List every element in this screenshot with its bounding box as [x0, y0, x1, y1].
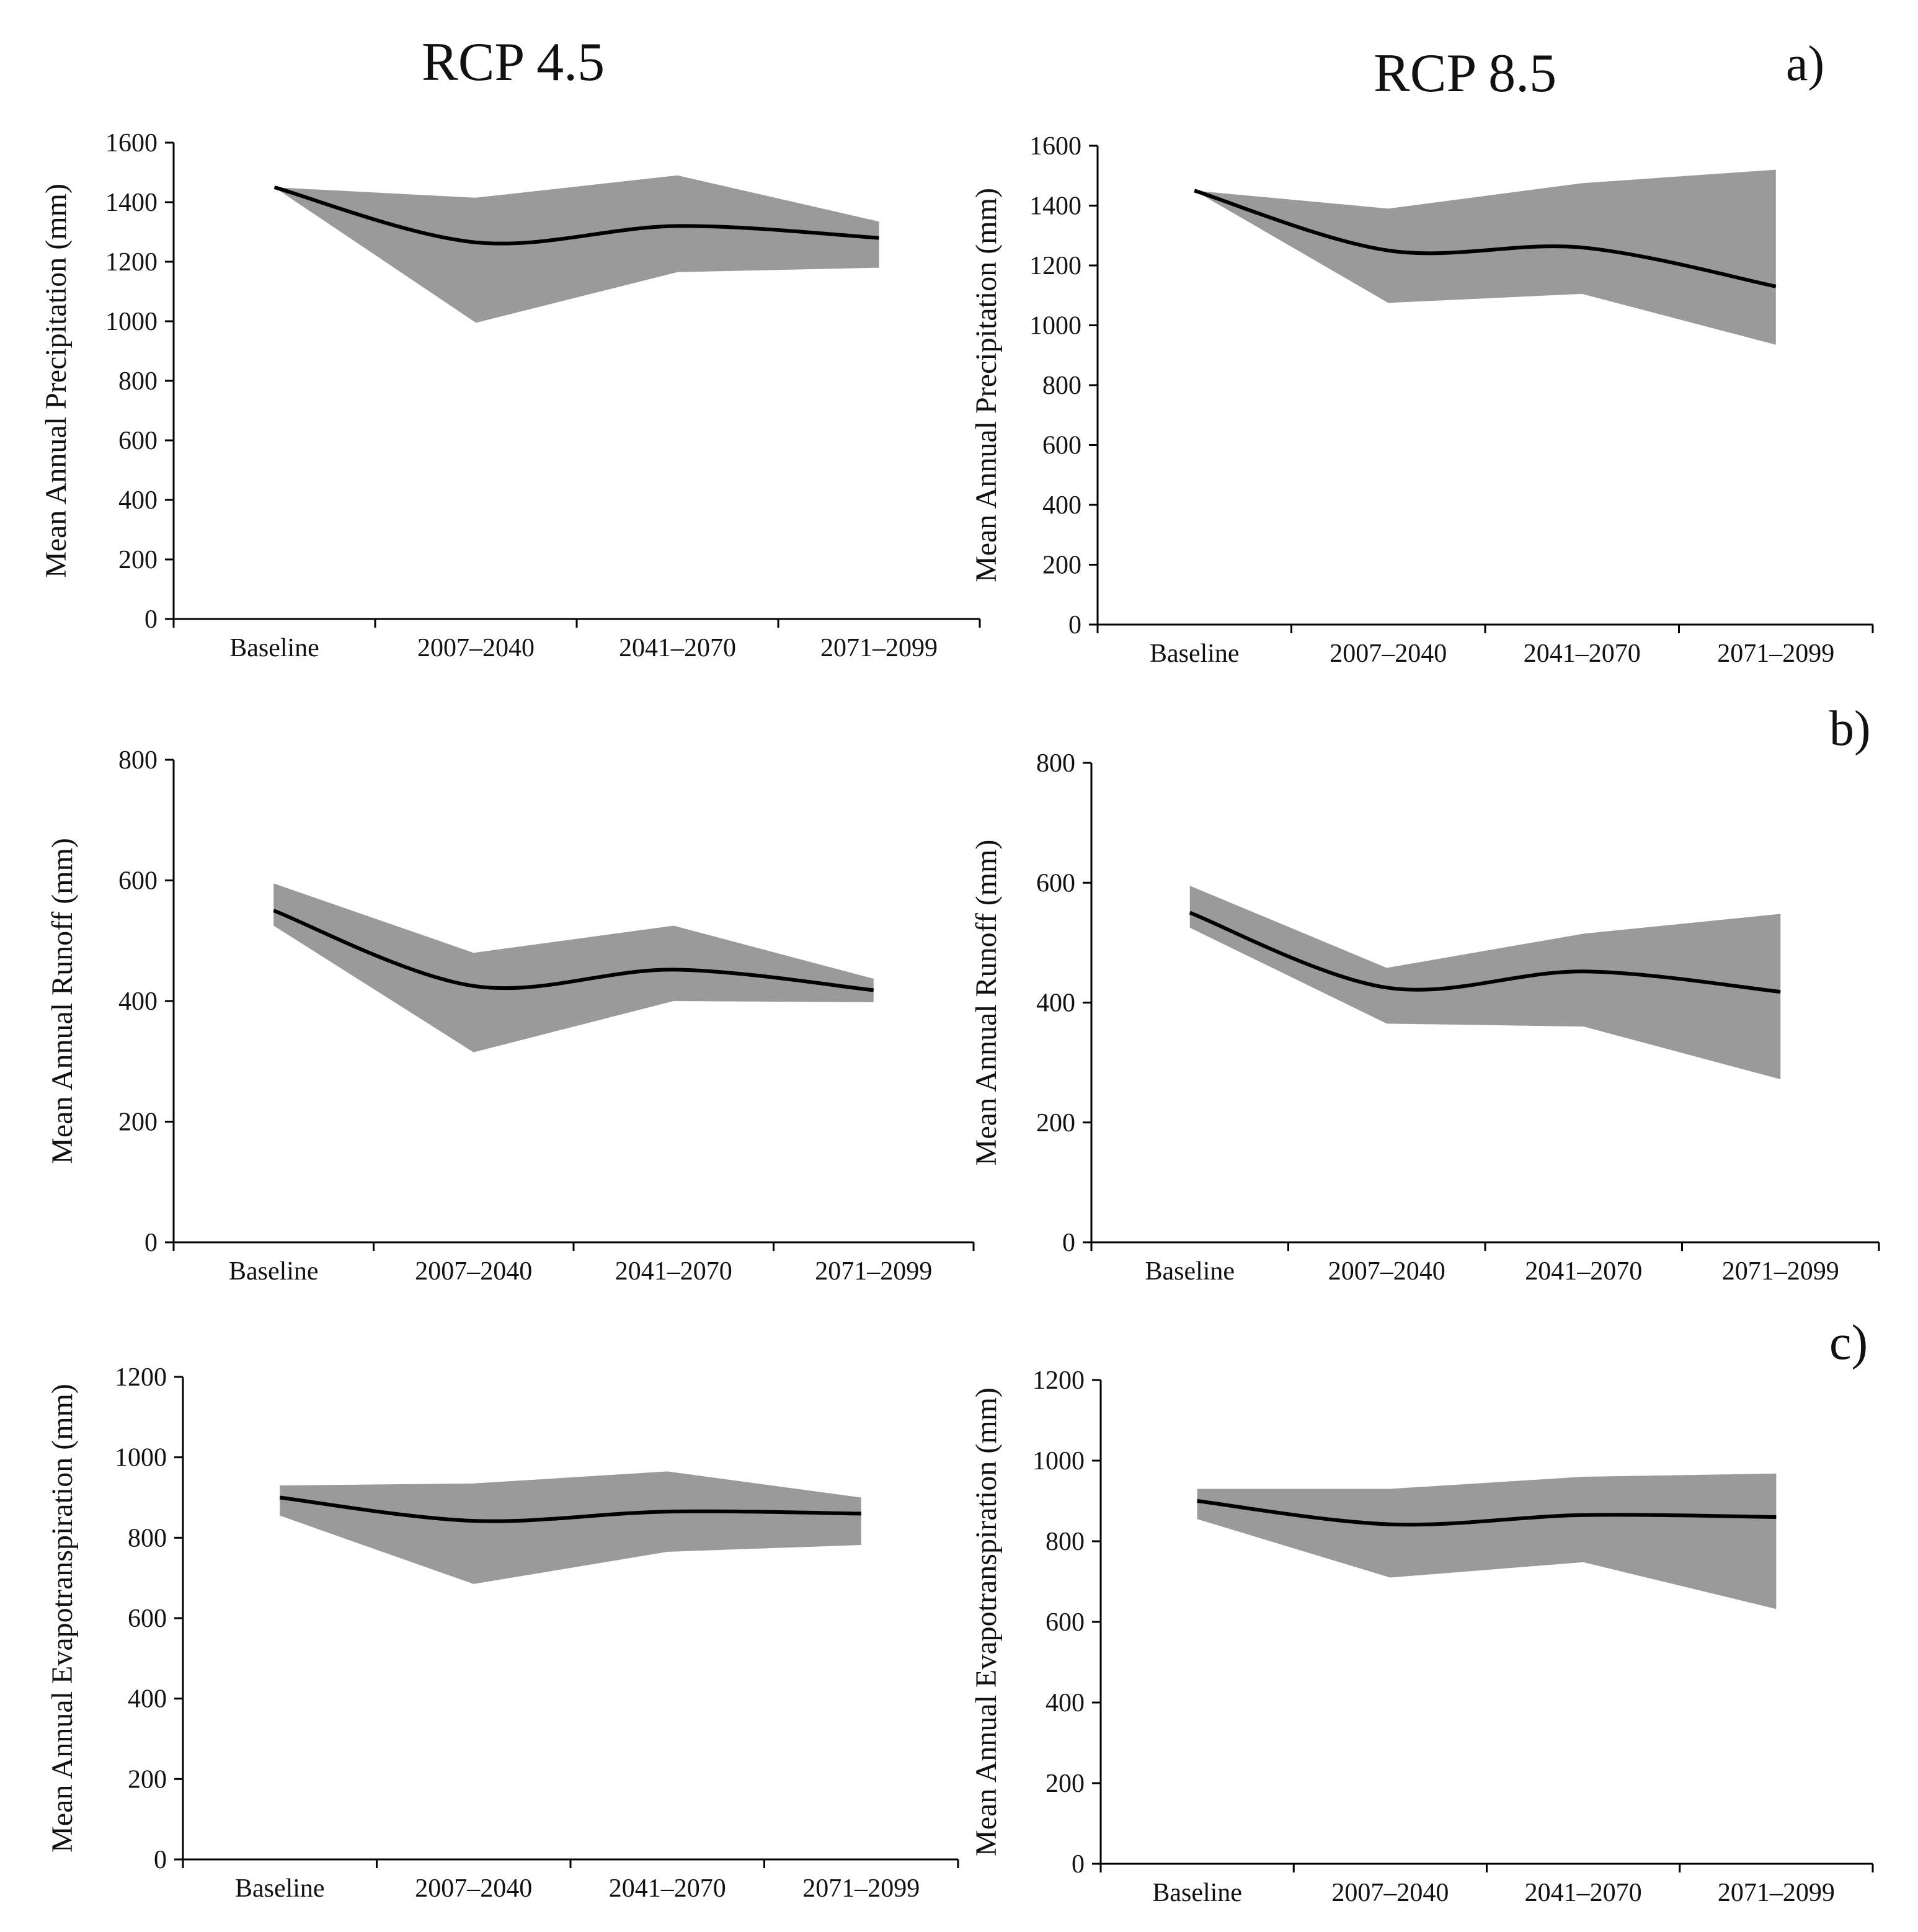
y-tick-label: 0: [144, 1229, 158, 1257]
mean-line: [1197, 1499, 1777, 1527]
chart-evapotranspiration-rcp85: 0 200 400 600 800 1000 1200 Baseline 2007–2040 20…: [970, 1366, 1874, 1907]
y-tick-label: 200: [1042, 551, 1081, 580]
y-tick-label: 1400: [105, 189, 158, 217]
y-tick-label: 0: [1072, 1850, 1085, 1879]
y-tick-label: 400: [118, 987, 158, 1016]
y-tick-label: 1600: [105, 129, 158, 158]
y-tick-label: 200: [1036, 1109, 1075, 1137]
x-category-label: Baseline: [1145, 1257, 1235, 1286]
y-tick-label: 800: [118, 746, 158, 775]
x-category-label: Baseline: [229, 634, 319, 662]
x-category-label: 2071–2099: [802, 1874, 920, 1903]
y-tick-label: 600: [1036, 869, 1075, 897]
x-category-label: 2071–2099: [820, 634, 938, 662]
x-category-label: 2007–2040: [1331, 1879, 1449, 1907]
y-tick-label: 1000: [1029, 312, 1081, 341]
y-tick-label: 200: [1046, 1770, 1085, 1798]
x-category-label: 2071–2099: [1722, 1257, 1839, 1286]
x-category-label: 2041–2070: [609, 1874, 726, 1903]
y-tick-label: 200: [128, 1765, 167, 1794]
y-tick-label: 400: [128, 1685, 167, 1714]
range-band: [273, 883, 874, 1053]
x-category-label: 2007–2040: [1328, 1257, 1445, 1286]
chart-evapotranspiration-rcp45: 0 200 400 600 800 1000 1200 Baseline 2007–2040 20…: [46, 1363, 959, 1903]
x-category-label: 2041–2070: [1525, 1257, 1642, 1286]
mean-line: [279, 1495, 861, 1523]
x-category-label: 2041–2070: [619, 634, 736, 662]
mean-line: [1194, 189, 1777, 288]
y-tick-label: 1000: [1032, 1447, 1085, 1476]
y-tick-label: 400: [1046, 1689, 1085, 1717]
y-tick-label: 600: [118, 427, 158, 455]
range-band: [1194, 169, 1776, 345]
y-tick-label: 1200: [105, 248, 158, 277]
y-tick-label: 200: [118, 1108, 158, 1137]
y-tick-label: 1600: [1029, 132, 1081, 161]
mean-line: [1189, 910, 1781, 994]
column-title-rcp85: RCP 8.5: [1374, 43, 1557, 104]
chart-precipitation-rcp85: 0 200 400 600 800 1000 1200 1400 1600 Baseline 200…: [970, 132, 1874, 668]
y-tick-label: 800: [1036, 749, 1075, 778]
y-tick-label: 0: [154, 1846, 167, 1874]
y-axis-title: Mean Annual Runoff (mm): [970, 840, 1003, 1166]
mean-line: [273, 185, 879, 246]
y-tick-label: 400: [1036, 989, 1075, 1018]
y-axis-title: Mean Annual Precipitation (mm): [40, 184, 73, 578]
y-tick-label: 1200: [115, 1363, 167, 1392]
x-category-label: 2041–2070: [615, 1257, 732, 1286]
y-tick-label: 600: [1046, 1608, 1085, 1637]
mean-line: [273, 909, 874, 992]
panel-letter-b: b): [1829, 701, 1871, 756]
chart-runoff-rcp45: 0 200 400 600 800 Baseline 2007–2040 2041–2070 2…: [46, 746, 975, 1286]
x-category-label: 2071–2099: [1717, 639, 1834, 668]
y-tick-label: 400: [118, 486, 158, 515]
panel-letter-a: a): [1786, 37, 1825, 91]
y-tick-label: 1000: [105, 308, 158, 336]
y-tick-label: 0: [1062, 1229, 1075, 1257]
y-tick-label: 800: [1046, 1528, 1085, 1556]
x-category-label: 2007–2040: [417, 634, 535, 662]
panel-letter-c: c): [1829, 1315, 1868, 1370]
y-tick-label: 600: [1042, 432, 1081, 460]
x-category-label: 2041–2070: [1524, 639, 1641, 668]
x-category-label: 2041–2070: [1525, 1879, 1642, 1907]
y-tick-label: 800: [118, 367, 158, 396]
chart-precipitation-rcp45: 0 200 400 600 800 1000 1200 1400 1600 Baseline 200…: [40, 129, 981, 662]
y-tick-label: 800: [128, 1524, 167, 1552]
y-axis-title: Mean Annual Evapotranspiration (mm): [46, 1384, 79, 1853]
chart-runoff-rcp85: 0 200 400 600 800 Baseline 2007–2040 2041–2070 2…: [970, 749, 1880, 1286]
y-tick-label: 600: [118, 867, 158, 896]
y-axis-title: Mean Annual Evapotranspiration (mm): [970, 1387, 1003, 1856]
y-axis-title: Mean Annual Runoff (mm): [46, 838, 79, 1164]
x-category-label: 2007–2040: [415, 1257, 532, 1286]
y-tick-label: 1400: [1029, 192, 1081, 221]
x-category-label: 2007–2040: [1330, 639, 1447, 668]
y-tick-label: 400: [1042, 491, 1081, 520]
y-tick-label: 1200: [1029, 252, 1081, 280]
x-category-label: Baseline: [229, 1257, 319, 1286]
x-category-label: Baseline: [235, 1874, 325, 1903]
y-tick-label: 800: [1042, 372, 1081, 400]
y-tick-label: 0: [144, 605, 158, 634]
y-tick-label: 0: [1068, 611, 1081, 639]
x-category-label: Baseline: [1152, 1879, 1242, 1907]
x-category-label: 2071–2099: [815, 1257, 932, 1286]
column-title-rcp45: RCP 4.5: [422, 32, 605, 92]
y-tick-label: 200: [118, 546, 158, 574]
x-category-label: 2007–2040: [415, 1874, 532, 1903]
range-band: [1197, 1473, 1777, 1609]
range-band: [280, 1471, 861, 1584]
y-axis-title: Mean Annual Precipitation (mm): [970, 188, 1003, 582]
x-category-label: Baseline: [1150, 639, 1240, 668]
x-category-label: 2071–2099: [1718, 1879, 1835, 1907]
y-tick-label: 1200: [1032, 1366, 1085, 1395]
range-band: [274, 175, 879, 323]
y-tick-label: 1000: [115, 1444, 167, 1472]
y-tick-label: 600: [128, 1605, 167, 1633]
